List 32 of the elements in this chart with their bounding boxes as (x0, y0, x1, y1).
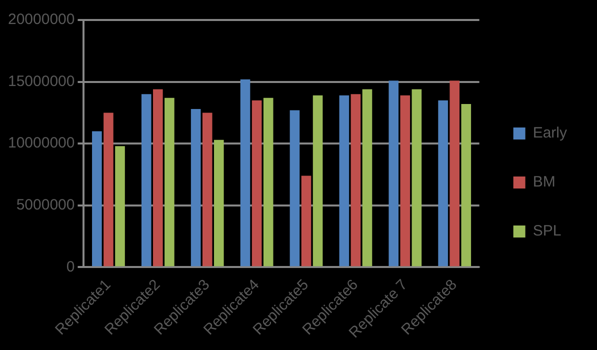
y-tick-label: 15000000 (8, 72, 75, 90)
bar (339, 95, 350, 266)
bar (92, 131, 102, 266)
bar (115, 146, 125, 266)
bar (312, 95, 323, 266)
bar (388, 80, 399, 266)
y-tick-label: 5000000 (16, 196, 75, 214)
y-tick-label: 0 (66, 258, 75, 276)
bar (400, 95, 410, 266)
y-tick-label: 10000000 (8, 134, 75, 152)
bar (412, 89, 422, 266)
bar (202, 112, 212, 266)
bar (438, 100, 448, 266)
bar (450, 80, 460, 266)
bar (141, 94, 152, 266)
bar (164, 98, 174, 266)
legend-label: BM (532, 174, 556, 191)
bar (104, 112, 114, 266)
y-tick-label: 20000000 (8, 11, 75, 28)
legend-label: Early (532, 124, 568, 142)
bar (290, 110, 300, 266)
bar (301, 176, 312, 266)
legend-label: SPL (532, 222, 562, 240)
bar (240, 79, 250, 266)
bar (350, 94, 361, 266)
bar (461, 104, 472, 266)
bar (263, 98, 274, 266)
bar (190, 108, 201, 266)
bar (214, 140, 224, 266)
bar (252, 100, 262, 266)
bar (153, 89, 163, 266)
bar (362, 89, 372, 266)
